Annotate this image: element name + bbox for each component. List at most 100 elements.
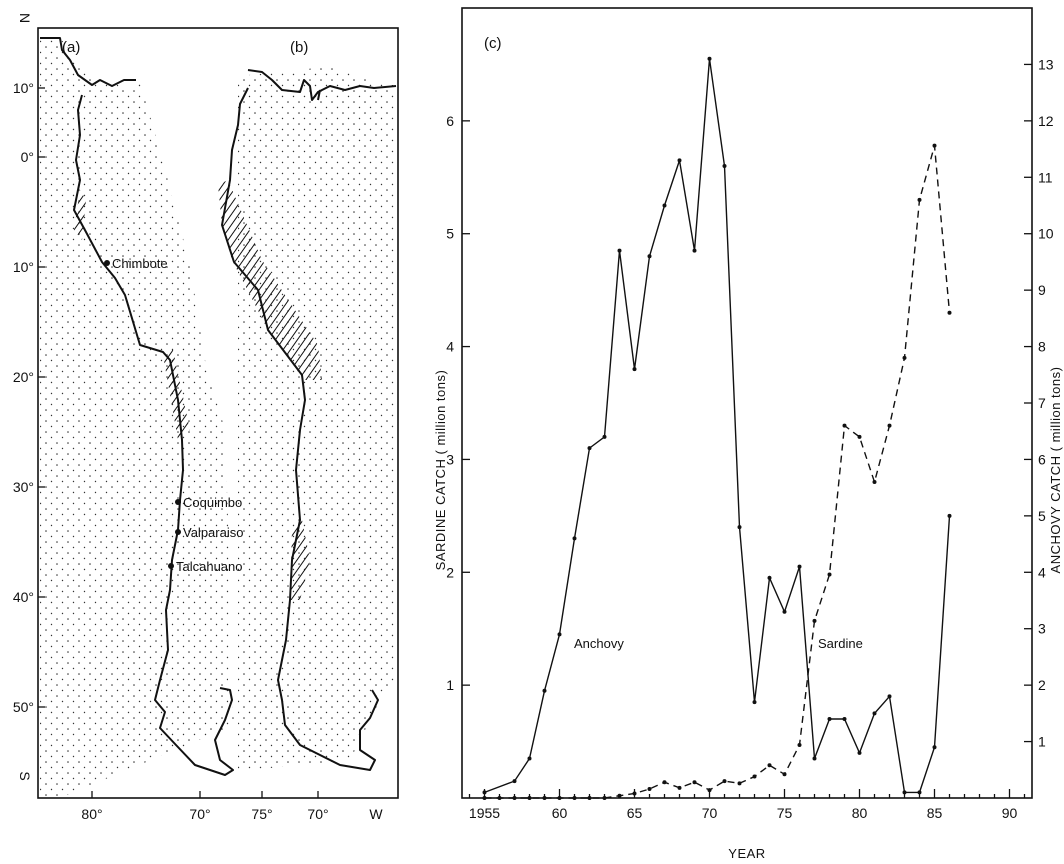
sardine-data-point [527, 796, 532, 800]
x-tick-label: 80 [852, 805, 868, 821]
sardine-data-point [647, 786, 652, 791]
y-right-tick-label: 10 [1038, 226, 1054, 242]
lat-label-north: N [17, 13, 33, 23]
sardine-data-point [587, 796, 592, 800]
longitude-ticks [91, 791, 319, 798]
map-b-coastline [221, 69, 397, 771]
y-right-tick-label: 9 [1038, 282, 1046, 298]
map-a-lon-80: 80° [81, 806, 102, 822]
anchovy-data-point [722, 164, 727, 168]
anchovy-series-line [484, 58, 951, 794]
anchovy-data-point [782, 609, 787, 614]
map-b-lon-75: 75° [251, 806, 272, 822]
x-axis-ticks: 1955 60 65 70 75 80 85 90 [468, 789, 1026, 821]
map-a-city-marker-coquimbo [175, 499, 181, 505]
sardine-data-point [512, 796, 517, 800]
lat-label-50s: 50° [13, 699, 34, 715]
x-tick-label: 60 [552, 805, 568, 821]
anchovy-data-point [812, 756, 817, 761]
sardine-data-point [662, 780, 667, 785]
series-label-sardine: Sardine [818, 636, 863, 651]
y-left-tick-label: 4 [446, 339, 454, 355]
latitude-labels: N 10° 0° 10° 20° 30° 40° 50° S [13, 13, 34, 781]
y-left-tick-label: 1 [446, 677, 454, 693]
y-left-axis-ticks: 1 2 3 4 5 6 [446, 113, 470, 693]
lat-label-0: 0° [21, 149, 34, 165]
city-label-valparaiso: Valparaiso [183, 525, 243, 540]
lat-label-40s: 40° [13, 589, 34, 605]
sardine-data-point [932, 143, 937, 148]
anchovy-data-point [632, 367, 637, 372]
sardine-data-point [857, 434, 862, 439]
lat-label-south: S [17, 771, 33, 780]
anchovy-data-point [932, 745, 937, 750]
x-tick-label: 65 [627, 805, 643, 821]
sardine-data-point [707, 788, 712, 793]
sardine-data-point [632, 791, 637, 796]
anchovy-data-point [842, 717, 847, 721]
map-a-coastline [40, 37, 234, 776]
map-a-lon-70: 70° [189, 806, 210, 822]
sardine-data-point [482, 796, 487, 800]
sardine-data-point [917, 197, 922, 202]
anchovy-data-point [557, 632, 562, 637]
lat-label-10s: 10° [13, 259, 34, 275]
map-panels: N 10° 0° 10° 20° 30° 40° 50° S 80° 70° 7… [13, 13, 399, 822]
y-right-tick-label: 5 [1038, 508, 1046, 524]
anchovy-data-point [662, 203, 667, 208]
sardine-data-point [797, 742, 802, 747]
anchovy-data-point [827, 717, 832, 721]
sardine-data-point [497, 796, 502, 800]
y-right-axis-title: ANCHOVY CATCH ( million tons) [1048, 367, 1063, 574]
map-b-panel-label: (b) [290, 39, 308, 56]
map-a-continental-shelf [40, 38, 235, 798]
anchovy-data-point [737, 525, 742, 530]
series-label-anchovy: Anchovy [574, 636, 624, 651]
anchovy-data-point [797, 564, 802, 569]
anchovy-data-point [947, 513, 952, 518]
map-a-city-marker-talcahuano [168, 563, 174, 569]
lat-label-30s: 30° [13, 479, 34, 495]
anchovy-data-point [872, 711, 877, 716]
y-right-tick-label: 3 [1038, 621, 1046, 637]
anchovy-data-point [707, 56, 712, 61]
map-frame [37, 27, 399, 799]
lat-label-10n: 10° [13, 80, 34, 96]
sardine-data-point [752, 774, 757, 779]
sardine-data-point [542, 796, 547, 800]
y-right-tick-label: 8 [1038, 339, 1046, 355]
y-right-tick-label: 12 [1038, 113, 1054, 129]
lat-label-20s: 20° [13, 369, 34, 385]
map-panel-b: (b) [218, 39, 397, 771]
y-right-tick-label: 2 [1038, 677, 1046, 693]
y-right-tick-label: 4 [1038, 564, 1046, 580]
sardine-data-point [692, 780, 697, 785]
y-left-tick-label: 6 [446, 113, 454, 129]
sardine-data-point [737, 781, 742, 786]
sardine-data-point [827, 572, 832, 577]
city-label-talcahuano: Talcahuano [176, 559, 243, 574]
y-right-tick-label: 7 [1038, 395, 1046, 411]
y-right-tick-label: 11 [1038, 169, 1053, 185]
map-a-city-marker-valparaiso [175, 529, 181, 535]
x-axis-title: YEAR [728, 846, 765, 861]
x-tick-label: 70 [702, 805, 718, 821]
map-b-upwelling-zone-north [218, 180, 322, 380]
anchovy-data-point [887, 694, 892, 699]
sardine-data-point [617, 793, 622, 798]
series-layer [482, 56, 952, 800]
anchovy-data-point [902, 790, 907, 795]
map-b-continental-shelf [238, 66, 396, 770]
anchovy-data-point [752, 700, 757, 705]
anchovy-data-point [767, 575, 772, 580]
x-tick-label: 90 [1002, 805, 1018, 821]
sardine-data-point [557, 796, 562, 800]
anchovy-data-point [617, 248, 622, 253]
chart-panel-label: (c) [484, 35, 502, 52]
sardine-data-point [872, 480, 877, 484]
y-right-tick-label: 1 [1038, 734, 1046, 750]
anchovy-data-point [482, 790, 487, 795]
sardine-data-point [602, 796, 607, 800]
